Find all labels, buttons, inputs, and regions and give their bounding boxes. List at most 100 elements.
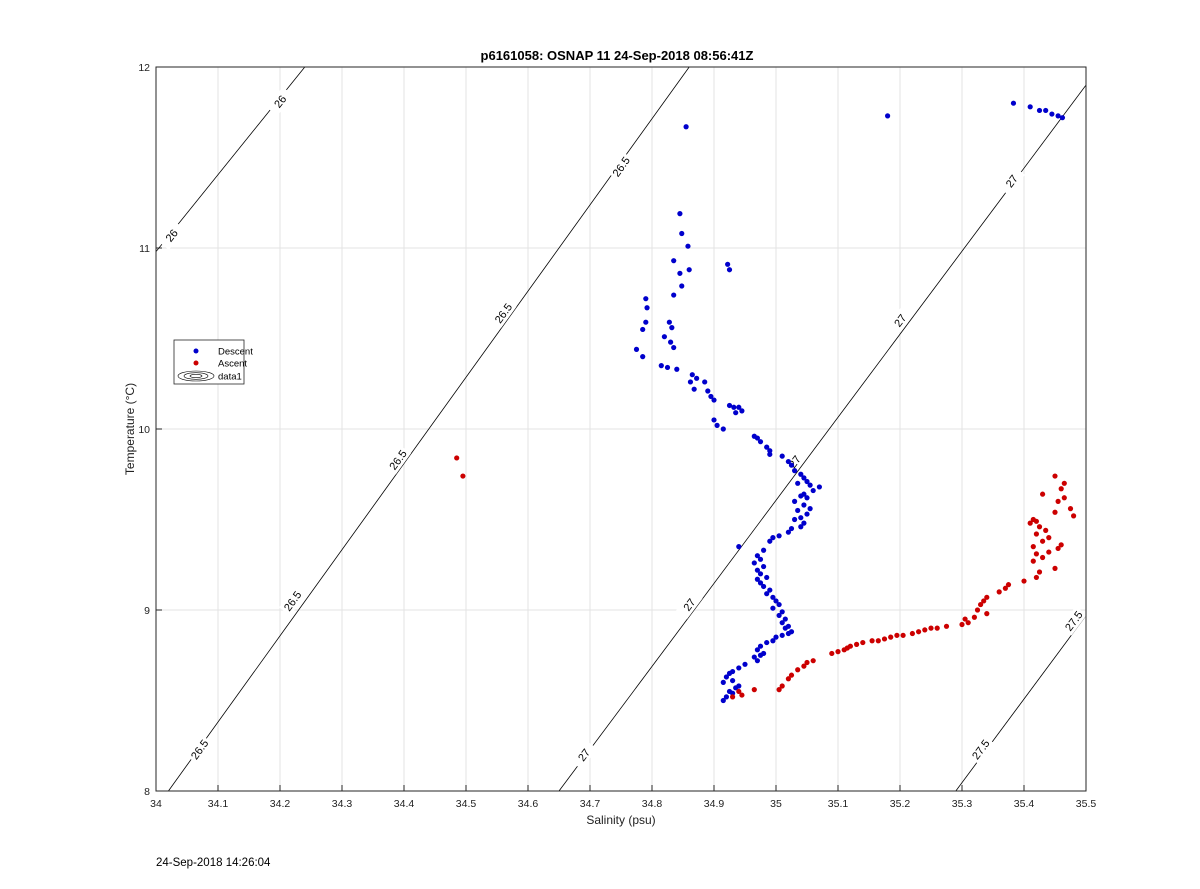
descent-point [708, 393, 714, 400]
ascent-point [881, 636, 888, 642]
descent-point [668, 339, 674, 345]
grid-lines [155, 66, 1087, 792]
data-points [454, 100, 1077, 704]
descent-point [788, 462, 795, 468]
ascent-point [974, 607, 981, 613]
legend-box [173, 339, 245, 385]
y-tick-label: 12 [138, 62, 150, 74]
x-tick-label: 34.7 [580, 798, 601, 810]
descent-point [736, 665, 742, 671]
ascent-point [916, 629, 922, 635]
descent-point [731, 404, 737, 410]
descent-point [804, 478, 810, 485]
x-tick-label: 35.3 [952, 798, 973, 810]
descent-point [757, 571, 764, 577]
descent-point [804, 511, 810, 517]
descent-point [1049, 111, 1055, 117]
ascent-point [1030, 544, 1036, 550]
ascent-point [928, 625, 934, 631]
ascent-point [943, 623, 950, 629]
descent-point [751, 560, 757, 566]
ascent-point [1040, 491, 1046, 497]
ascent-point [1046, 535, 1052, 541]
descent-point [702, 379, 708, 385]
ascent-point [1033, 518, 1039, 524]
y-axis-ticks: 8 9 10 11 12 [138, 62, 162, 798]
descent-point [726, 267, 733, 273]
density-contour-26.5 [168, 67, 690, 791]
contour-label: 27 [998, 166, 1025, 196]
ascent-point [751, 687, 757, 693]
ascent-point [779, 683, 785, 689]
ascent-point [978, 601, 984, 608]
descent-point [1010, 100, 1017, 106]
ascent-point [984, 594, 990, 600]
ascent-point [959, 621, 965, 628]
x-axis-ticks: 34 34.1 34.2 34.3 34.4 34.5 34.6 34.7 34.8 34.9 35… [150, 785, 1096, 810]
descent-point [807, 482, 813, 488]
descent-point [671, 258, 677, 264]
x-tick-label: 34.4 [394, 798, 415, 810]
descent-point [804, 495, 810, 501]
contour-label: 27 [570, 740, 598, 770]
descent-point [885, 113, 891, 119]
descent-point [1036, 107, 1043, 114]
descent-point [761, 563, 767, 570]
ascent-point [739, 692, 745, 698]
descent-point [761, 583, 767, 590]
ascent-point [981, 598, 987, 604]
legend-label-data1: data1 [218, 372, 242, 383]
ascent-point [1058, 542, 1064, 548]
density-contour-27 [558, 84, 1086, 791]
x-tick-label: 35.5 [1076, 798, 1097, 810]
density-contour-labels: 262626.526.526.526.526.5272727272727.527… [157, 86, 1087, 770]
descent-point [767, 587, 773, 593]
descent-point [643, 319, 649, 325]
descent-point [764, 574, 770, 581]
descent-point [754, 576, 761, 582]
contour-label-text: 27 [576, 747, 593, 764]
descent-point [776, 533, 782, 539]
descent-point [720, 697, 726, 704]
ascent-point [900, 632, 906, 638]
ascent-point [1046, 549, 1052, 555]
ascent-point [801, 663, 807, 669]
descent-point [686, 267, 692, 273]
y-tick-label: 9 [144, 605, 150, 617]
descent-point [671, 344, 677, 351]
x-tick-label: 34.3 [332, 798, 353, 810]
y-tick-label: 10 [138, 424, 150, 436]
descent-point [764, 591, 770, 597]
ascent-point [971, 614, 978, 620]
descent-point [764, 444, 770, 450]
ascent-point [1058, 486, 1064, 492]
descent-point [757, 652, 764, 658]
descent-point [807, 506, 813, 512]
ascent-point [922, 627, 928, 633]
descent-point [767, 538, 773, 544]
descent-point [779, 632, 785, 638]
ascent-point [1002, 585, 1009, 591]
descent-point [1059, 115, 1066, 121]
contour-label: 26 [266, 86, 294, 116]
descent-point [726, 402, 733, 409]
descent-point [751, 654, 757, 660]
ascent-point [909, 630, 916, 637]
descent-point [674, 366, 680, 372]
descent-point [757, 556, 764, 562]
legend: Descent Ascent data1 [173, 339, 253, 385]
descent-point [788, 525, 795, 532]
x-tick-label: 34.5 [456, 798, 477, 810]
ascent-point [869, 638, 875, 644]
chart-title: p6161058: OSNAP 11 24-Sep-2018 08:56:41Z [481, 48, 754, 63]
ascent-point [1005, 582, 1012, 588]
ascent-point [785, 676, 792, 682]
ascent-point [984, 611, 990, 617]
ascent-point [860, 639, 866, 646]
descent-point [644, 305, 650, 311]
descent-point [770, 605, 776, 611]
legend-marker-ascent [193, 360, 199, 366]
descent-point [640, 354, 646, 360]
descent-point [792, 516, 798, 523]
descent-point [664, 364, 671, 371]
